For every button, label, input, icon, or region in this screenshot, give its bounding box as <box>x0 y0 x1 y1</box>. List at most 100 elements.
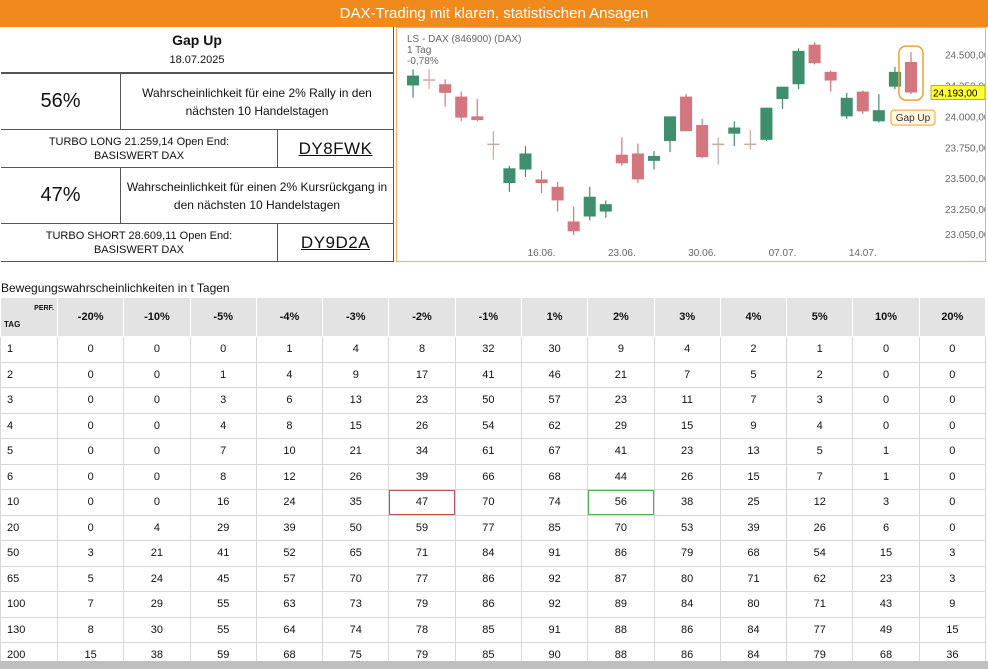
table-cell: 41 <box>587 438 655 465</box>
y-tick-label: 23.050,00 <box>945 230 985 241</box>
turbo-short-code-link[interactable]: DY9D2A <box>277 223 394 262</box>
corner-tag-label: TAG <box>4 320 21 329</box>
table-cell: 78 <box>388 616 456 643</box>
table-cell: 9 <box>587 336 655 363</box>
candle-body <box>856 91 869 112</box>
table-cell: 80 <box>653 565 721 592</box>
table-cell: 38 <box>653 489 721 516</box>
table-cell: 71 <box>786 591 854 618</box>
table-cell: 84 <box>719 616 788 643</box>
table-cell: 3 <box>786 387 854 414</box>
x-tick-label: 23.06. <box>608 248 636 259</box>
candle-body <box>760 107 773 140</box>
table-cell: 21 <box>123 540 191 567</box>
turbo-short-line1: TURBO SHORT 28.609,11 Open End: <box>45 229 233 242</box>
table-cell: 3 <box>918 565 987 592</box>
table-cell: 71 <box>388 540 456 567</box>
table-cell: 0 <box>852 336 920 363</box>
table-cell: 0 <box>56 361 125 388</box>
table-cell: 80 <box>719 591 788 618</box>
row-tag: 6 <box>0 463 58 490</box>
table-cell: 3 <box>852 489 920 516</box>
table-cell: 64 <box>255 616 324 643</box>
table-cell: 41 <box>189 540 257 567</box>
row-tag: 130 <box>0 616 58 643</box>
col-header: -4% <box>255 297 324 337</box>
row-tag: 2 <box>0 361 58 388</box>
table-cell: 3 <box>918 540 987 567</box>
table-cell: 79 <box>388 591 456 618</box>
table-cell: 8 <box>189 463 257 490</box>
candle-body <box>872 110 885 122</box>
table-cell: 70 <box>322 565 390 592</box>
table-cell: 0 <box>56 412 125 439</box>
table-cell: 50 <box>322 514 390 541</box>
table-cell: 10 <box>255 438 324 465</box>
annotation-box <box>890 109 936 126</box>
turbo-long-code-link[interactable]: DY8FWK <box>277 129 394 168</box>
candle-body <box>407 75 420 86</box>
row-tag: 10 <box>0 489 58 516</box>
table-cell: 3 <box>56 540 125 567</box>
candle-body <box>583 196 596 217</box>
table-cell: 39 <box>388 463 456 490</box>
table-cell: 13 <box>719 438 788 465</box>
table-cell: 12 <box>786 489 854 516</box>
table-cell: 85 <box>520 514 589 541</box>
table-cell: 30 <box>520 336 589 363</box>
gap-up-highlight <box>898 45 924 101</box>
table-cell: 56 <box>587 489 655 516</box>
table-cell: 4 <box>189 412 257 439</box>
table-cell: 0 <box>852 412 920 439</box>
table-cell: 1 <box>852 438 920 465</box>
table-cell: 0 <box>918 361 987 388</box>
table-cell: 57 <box>255 565 324 592</box>
table-cell: 0 <box>123 361 191 388</box>
chart-svg: LS - DAX (846900) (DAX)1 Tag-0,78% 24.500… <box>407 34 988 259</box>
turbo-long-info: TURBO LONG 21.259,14 Open End: BASISWERT … <box>1 129 278 168</box>
table-cell: 7 <box>56 591 125 618</box>
candle-body <box>808 44 821 64</box>
table-cell: 84 <box>653 591 721 618</box>
col-header: 5% <box>786 297 854 337</box>
corner-header: PERF. TAG <box>0 297 58 337</box>
candle-body <box>824 71 837 81</box>
signal-date: 18.07.2025 <box>169 54 225 66</box>
table-cell: 0 <box>56 514 125 541</box>
table-cell: 73 <box>322 591 390 618</box>
short-probability: 47% <box>1 167 121 224</box>
table-cell: 34 <box>388 438 456 465</box>
turbo-long-line1: TURBO LONG 21.259,14 Open End: <box>48 135 230 148</box>
table-cell: 2 <box>719 336 788 363</box>
table-cell: 2 <box>786 361 854 388</box>
chart-change: -0,78% <box>407 56 439 67</box>
candle-body <box>792 50 805 85</box>
table-cell: 50 <box>454 387 522 414</box>
table-cell: 25 <box>719 489 788 516</box>
table-cell: 0 <box>918 336 987 363</box>
annotation-label: Gap Up <box>896 113 931 124</box>
table-cell: 13 <box>322 387 390 414</box>
table-cell: 62 <box>786 565 854 592</box>
long-probability: 56% <box>1 73 121 130</box>
table-cell: 0 <box>918 514 987 541</box>
row-tag: 50 <box>0 540 58 567</box>
table-cell: 0 <box>123 438 191 465</box>
chart-title: LS - DAX (846900) (DAX) <box>407 34 522 45</box>
table-row: 5 0 0 7 10 21 34 61 67 41 23 13 5 1 0 <box>0 438 987 465</box>
last-price-label: 24.193,00 <box>933 89 978 100</box>
table-section-title: Bewegungswahrscheinlichkeiten in t Tagen <box>1 281 230 295</box>
table-cell: 0 <box>123 387 191 414</box>
table-cell: 70 <box>587 514 655 541</box>
table-cell: 74 <box>322 616 390 643</box>
table-header-row: PERF. TAG -20% -10% -5% -4% -3% -2% -1% 1% 2% 3% 4… <box>0 297 987 337</box>
table-cell: 21 <box>587 361 655 388</box>
table-cell: 4 <box>322 336 390 363</box>
table-cell: 7 <box>189 438 257 465</box>
table-cell: 71 <box>719 565 788 592</box>
table-cell: 0 <box>852 387 920 414</box>
row-tag: 3 <box>0 387 58 414</box>
table-cell: 26 <box>322 463 390 490</box>
table-cell: 23 <box>852 565 920 592</box>
table-cell: 47 <box>388 489 456 516</box>
